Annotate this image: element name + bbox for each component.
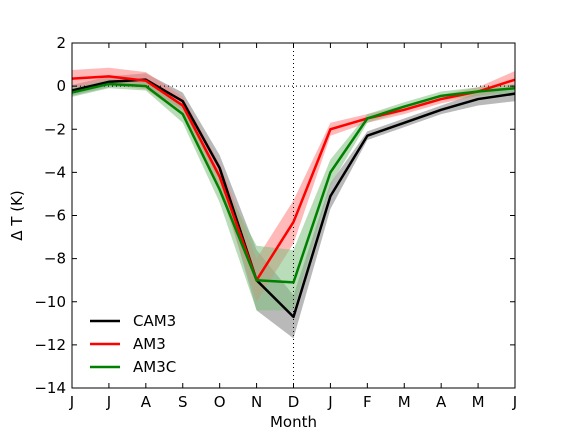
- x-tick-label: M: [472, 393, 485, 411]
- y-tick-label: −2: [44, 120, 66, 138]
- x-tick-label: O: [214, 393, 226, 411]
- y-tick-label: −4: [44, 163, 66, 181]
- x-tick-label: A: [141, 393, 152, 411]
- x-tick-label: F: [363, 393, 372, 411]
- legend-label-am3c: AM3C: [133, 358, 176, 376]
- x-axis-label: Month: [270, 413, 317, 431]
- y-tick-label: −14: [34, 379, 66, 397]
- y-tick-label: 0: [56, 77, 66, 95]
- x-tick-label: D: [288, 393, 300, 411]
- legend: CAM3 AM3 AM3C: [90, 312, 176, 376]
- x-tick-label: M: [398, 393, 411, 411]
- series-line-am3c: [71, 82, 516, 284]
- band-am3c: [72, 79, 515, 311]
- x-tick-label: J: [106, 393, 111, 411]
- band-cam3: [72, 73, 515, 339]
- y-tick-label: −12: [34, 336, 66, 354]
- x-tick-label: J: [512, 393, 517, 411]
- x-tick-label: S: [178, 393, 188, 411]
- y-axis-label: Δ T (K): [8, 190, 26, 241]
- series-lines: [71, 75, 516, 319]
- x-tick-label: N: [251, 393, 262, 411]
- y-tick-label: −6: [44, 207, 66, 225]
- x-tick-label: J: [327, 393, 332, 411]
- y-tick-label: −8: [44, 250, 66, 268]
- legend-label-am3: AM3: [133, 335, 166, 353]
- reference-lines: [72, 43, 515, 388]
- y-tick-label: 2: [56, 34, 66, 52]
- y-tick-label: −10: [34, 293, 66, 311]
- y-tick-labels: 2 0 −2 −4 −6 −8 −10 −12 −14: [34, 34, 66, 397]
- series-line-am3: [71, 75, 516, 282]
- x-tick-label: A: [436, 393, 447, 411]
- x-tick-label: J: [69, 393, 74, 411]
- axis-ticks: [71, 42, 516, 389]
- legend-label-cam3: CAM3: [133, 312, 176, 330]
